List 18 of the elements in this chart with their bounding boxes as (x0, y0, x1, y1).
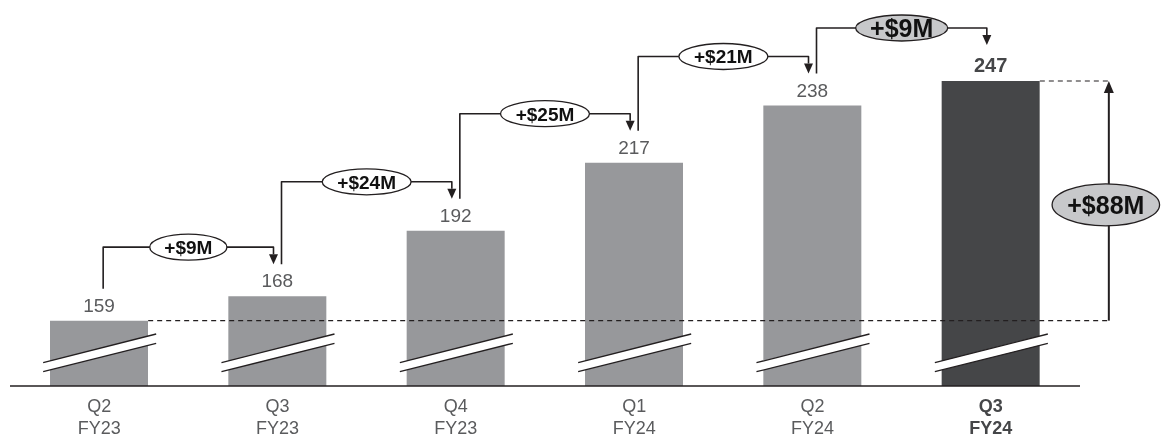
text: +$21M (694, 46, 753, 68)
x-tick-label: Q2 FY23 (77, 396, 121, 438)
annotation: +$25M (515, 103, 575, 125)
annotation: +$88M (1067, 190, 1145, 219)
x-tick-label: Q4 FY23 (434, 396, 478, 438)
x-tick-label: Q3 FY24 (969, 396, 1013, 438)
annotation: +$24M (337, 171, 396, 193)
x-tick-label: Q1 FY24 (612, 396, 656, 438)
x-tick-label: Q3 FY23 (255, 396, 300, 438)
data-label: 217 (618, 136, 650, 158)
data-label: 238 (796, 79, 829, 101)
data-label: 159 (83, 294, 115, 316)
data-label: 247 (973, 54, 1008, 76)
annotation: +$9M (164, 236, 213, 258)
data-label: 168 (261, 270, 294, 292)
text: +$9M (870, 14, 934, 42)
data-label: 192 (439, 204, 472, 226)
x-tick-label: Q2 FY24 (790, 396, 835, 438)
